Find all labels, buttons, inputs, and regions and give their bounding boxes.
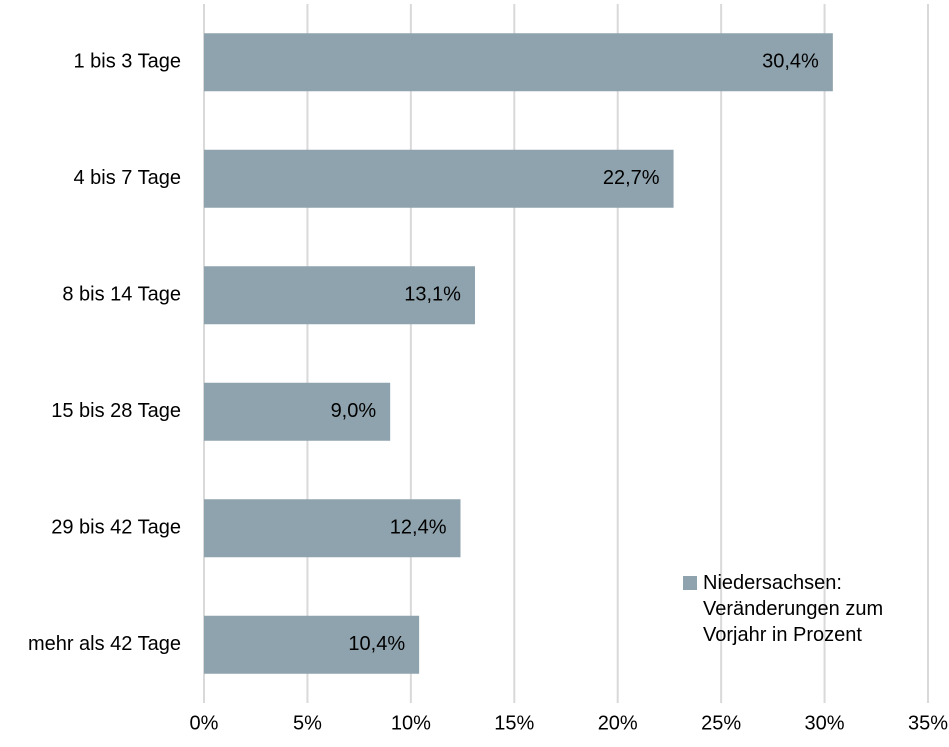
x-tick-label: 5% [293, 712, 322, 734]
x-tick-label: 10% [391, 712, 431, 734]
y-tick-label: 1 bis 3 Tage [74, 51, 182, 73]
y-tick-label: mehr als 42 Tage [28, 633, 181, 655]
data-label: 13,1% [404, 284, 461, 306]
bar [204, 33, 833, 92]
x-tick-label: 35% [908, 712, 948, 734]
data-label: 30,4% [762, 51, 819, 73]
y-tick-label: 29 bis 42 Tage [51, 517, 181, 539]
legend-swatch [683, 576, 697, 590]
bar [204, 382, 391, 441]
data-label: 22,7% [603, 167, 660, 189]
x-tick-label: 25% [701, 712, 741, 734]
y-tick-label: 4 bis 7 Tage [74, 167, 182, 189]
bar [204, 266, 475, 325]
x-tick-label: 20% [598, 712, 638, 734]
data-label: 12,4% [390, 517, 447, 539]
data-label: 9,0% [331, 400, 377, 422]
legend: Niedersachsen: Veränderungen zum Vorjahr… [683, 570, 913, 648]
x-tick-label: 15% [494, 712, 534, 734]
y-tick-label: 15 bis 28 Tage [51, 400, 181, 422]
y-tick-label: 8 bis 14 Tage [62, 284, 181, 306]
bar [204, 149, 674, 208]
bar [204, 499, 461, 558]
data-label: 10,4% [348, 633, 405, 655]
x-tick-label: 30% [805, 712, 845, 734]
bar [204, 615, 420, 674]
x-tick-label: 0% [190, 712, 219, 734]
legend-label: Niedersachsen: Veränderungen zum Vorjahr… [703, 572, 884, 646]
